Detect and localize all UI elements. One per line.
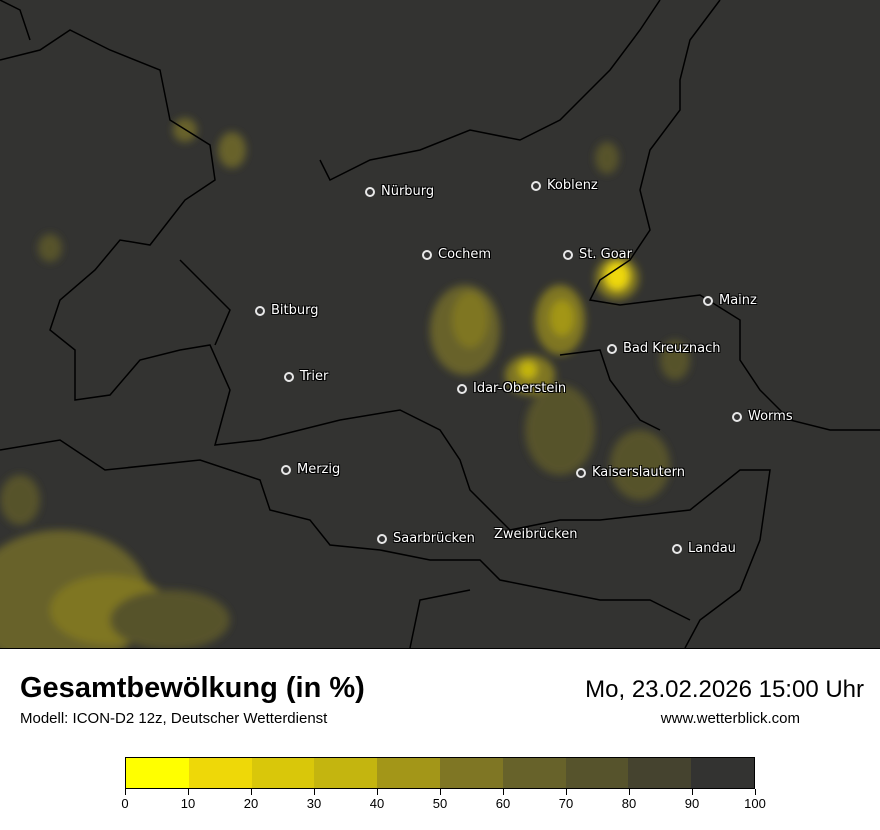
legend-tick-label: 10 [180, 796, 196, 811]
city-dot-icon [672, 543, 682, 554]
city-label: Idar-Oberstein [473, 381, 567, 396]
city-marker: Trier [284, 369, 328, 384]
city-marker: Mainz [703, 293, 757, 308]
model-info: Modell: ICON-D2 12z, Deutscher Wetterdie… [20, 710, 328, 727]
city-label: Landau [688, 541, 736, 556]
city-label: Cochem [438, 247, 492, 262]
city-label: Koblenz [547, 178, 598, 193]
legend-tick [377, 789, 378, 795]
legend-tick [629, 789, 630, 795]
city-marker: Nürburg [365, 184, 434, 199]
city-dot-icon [607, 343, 617, 354]
legend-tick [503, 789, 504, 795]
city-marker: Saarbrücken [377, 531, 475, 546]
legend-tick-label: 40 [369, 796, 385, 811]
city-label: Merzig [297, 462, 341, 477]
city-dot-icon [365, 186, 375, 197]
legend-swatch [439, 758, 503, 788]
legend-swatch [565, 758, 629, 788]
legend-swatch [628, 758, 692, 788]
legend-tick-label: 70 [558, 796, 574, 811]
city-dot-icon [563, 249, 573, 260]
city-dot-icon [377, 533, 387, 544]
city-label: Worms [748, 409, 793, 424]
city-dot-icon [576, 467, 586, 478]
cloud-cover-map: Nürburg Koblenz Cochem St. Goar Bitburg … [0, 0, 880, 649]
city-dot-icon [457, 383, 467, 394]
cloud-areas [0, 118, 690, 648]
legend-tick [314, 789, 315, 795]
legend-tick [188, 789, 189, 795]
city-label: Saarbrücken [393, 531, 475, 546]
legend-tick-label: 100 [744, 796, 766, 811]
legend-tick-label: 50 [432, 796, 448, 811]
city-label: Bad Kreuznach [623, 341, 721, 356]
city-dot-icon [281, 464, 291, 475]
city-label: Nürburg [381, 184, 435, 199]
legend-tick-label: 20 [243, 796, 259, 811]
legend-tick-label: 0 [121, 796, 129, 811]
city-marker: Landau [672, 541, 736, 556]
legend-swatch [314, 758, 378, 788]
city-label: St. Goar [579, 247, 632, 262]
forecast-datetime: Mo, 23.02.2026 15:00 Uhr [585, 676, 864, 703]
city-marker: Bitburg [255, 303, 319, 318]
legend-swatch [691, 758, 754, 788]
city-dot-icon [703, 295, 713, 306]
city-dot-icon [284, 371, 294, 382]
legend-swatch [188, 758, 252, 788]
city-marker: Bad Kreuznach [607, 341, 721, 356]
legend-tick-label: 80 [621, 796, 637, 811]
legend-tick [692, 789, 693, 795]
legend-swatch [377, 758, 440, 788]
city-marker: Zweibrücken [488, 527, 577, 542]
legend-swatch [502, 758, 566, 788]
website-link[interactable]: www.wetterblick.com [660, 710, 800, 727]
legend-tick [755, 789, 756, 795]
city-marker: Cochem [422, 247, 491, 262]
legend-swatch [251, 758, 315, 788]
borders [0, 0, 880, 648]
color-legend [125, 757, 755, 789]
city-marker: Koblenz [531, 178, 598, 193]
city-dot-icon [531, 180, 541, 191]
legend-swatch [126, 758, 189, 788]
city-dot-icon [255, 305, 265, 316]
city-label: Zweibrücken [494, 527, 578, 542]
map-title: Gesamtbewölkung (in %) [20, 672, 365, 704]
city-label: Kaiserslautern [592, 465, 686, 480]
city-label: Mainz [719, 293, 757, 308]
city-label: Bitburg [271, 303, 319, 318]
city-marker: Merzig [281, 462, 340, 477]
legend-tick [251, 789, 252, 795]
legend-tick [566, 789, 567, 795]
city-marker: Idar-Oberstein [457, 381, 566, 396]
city-dot-icon [732, 411, 742, 422]
map-layer [0, 0, 880, 648]
city-dot-icon [422, 249, 432, 260]
city-marker: Worms [732, 409, 793, 424]
legend-tick [125, 789, 126, 795]
legend-tick-label: 90 [684, 796, 700, 811]
legend-tick-label: 30 [306, 796, 322, 811]
city-marker: Kaiserslautern [576, 465, 685, 480]
legend-tick [440, 789, 441, 795]
city-marker: St. Goar [563, 247, 632, 262]
legend-tick-label: 60 [495, 796, 511, 811]
city-label: Trier [300, 369, 329, 384]
